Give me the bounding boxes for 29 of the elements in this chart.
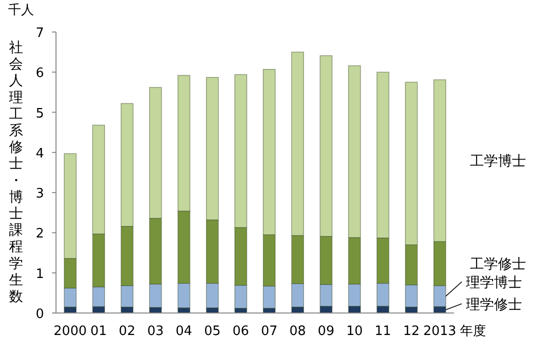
y-tick-label: 2 [36, 226, 44, 242]
series-label: 理学修士 [466, 296, 522, 313]
y-tick-label: 3 [36, 186, 44, 202]
series-label: 理学博士 [466, 274, 522, 291]
x-tick-label: 09 [318, 324, 334, 339]
x-tick-label: 06 [232, 324, 250, 339]
y-tick-label: 0 [36, 307, 44, 322]
x-tick-label: 03 [147, 324, 164, 339]
x-axis-title: 年度 [460, 323, 486, 339]
y-tick-label: 1 [36, 266, 44, 282]
x-tick-label: 11 [374, 324, 392, 339]
y-tick-label: 7 [36, 26, 44, 41]
x-tick-label: 02 [118, 324, 136, 339]
series-label: 工学博士 [470, 154, 526, 170]
x-tick-label: 10 [346, 324, 363, 339]
text: 千人 [8, 3, 34, 18]
text: 社会人理工系修士・博士課程学生数 [9, 40, 23, 305]
x-tick-label: 2013 [423, 324, 456, 339]
x-tick-label: 12 [403, 324, 420, 339]
x-tick-label: 2000 [54, 324, 87, 339]
y-tick-label: 5 [36, 106, 44, 122]
x-tick-label: 01 [90, 324, 107, 339]
y-tick-label: 4 [36, 146, 44, 162]
x-tick-label: 04 [176, 324, 192, 339]
y-tick-label: 6 [36, 66, 44, 82]
x-tick-label: 07 [260, 324, 278, 339]
x-tick-label: 08 [289, 324, 306, 339]
series-label: 工学修士 [470, 256, 526, 273]
x-tick-label: 05 [204, 324, 221, 339]
